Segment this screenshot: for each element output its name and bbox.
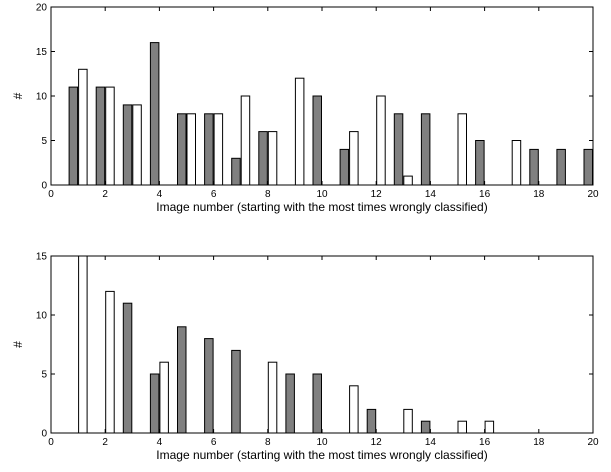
ticks-top: 0 2 4 6 8 10 12 14 16 18 20 0 5 10 15 20 (36, 3, 599, 201)
bar-shaded-2 (95, 86, 106, 186)
bar-shaded-12 (366, 408, 377, 434)
bar-open-17 (511, 140, 522, 186)
bar-shaded-3 (122, 104, 133, 186)
bar-open-7 (240, 95, 251, 186)
bar-shaded-6 (204, 113, 214, 186)
x-tick-label: 6 (211, 189, 217, 200)
x-tick-label: 4 (157, 437, 163, 448)
bar-open-5 (186, 113, 196, 186)
bar-open-3 (132, 104, 142, 186)
bar-open-4 (159, 361, 169, 434)
x-tick-label: 8 (265, 189, 271, 200)
bar-open-8 (267, 361, 278, 434)
bars-top (68, 42, 593, 186)
y-tick-label: 15 (36, 47, 48, 58)
bar-shaded-7 (231, 157, 241, 186)
y-tick-label: 5 (41, 136, 47, 147)
bar-open-6 (213, 113, 224, 186)
y-tick-label: 0 (41, 429, 47, 440)
y-tick-label: 20 (36, 3, 48, 14)
bar-shaded-8 (258, 131, 268, 186)
bar-open-12 (376, 95, 386, 186)
y-tick-label: 15 (36, 252, 48, 263)
bar-shaded-6 (204, 338, 214, 434)
x-tick-label: 20 (587, 437, 599, 448)
bar-shaded-1 (68, 86, 79, 186)
bar-open-2 (105, 86, 115, 186)
y-axis-label-bottom: # (11, 341, 25, 348)
ticks-bottom: 0 2 4 6 8 10 12 14 16 18 20 0 5 10 15 (36, 252, 599, 449)
y-tick-label: 0 (41, 181, 47, 192)
bar-open-1 (78, 255, 88, 434)
x-tick-label: 16 (479, 189, 491, 200)
bar-shaded-14 (420, 113, 431, 186)
x-tick-label: 2 (102, 189, 108, 200)
bar-open-2 (105, 290, 115, 434)
bar-shaded-11 (339, 148, 350, 186)
x-tick-label: 0 (48, 189, 54, 200)
x-tick-label: 6 (211, 437, 217, 448)
bar-open-11 (349, 131, 359, 186)
bar-open-13 (403, 175, 413, 186)
x-tick-label: 8 (265, 437, 271, 448)
bar-open-15 (457, 420, 467, 434)
chart-top: 0 2 4 6 8 10 12 14 16 18 20 0 5 10 15 20 Image number (… (11, 3, 599, 215)
x-tick-label: 4 (157, 189, 163, 200)
x-tick-label: 18 (533, 189, 545, 200)
chart-bottom: 0 2 4 6 8 10 12 14 16 18 20 0 5 10 15 Image number (st… (11, 252, 599, 463)
bar-open-9 (294, 77, 305, 186)
bar-shaded-3 (122, 302, 133, 434)
bar-shaded-10 (312, 95, 322, 186)
y-axis-label-top: # (11, 92, 25, 99)
y-tick-label: 5 (41, 370, 47, 381)
x-axis-label-top: Image number (starting with the most tim… (156, 200, 487, 214)
x-tick-label: 10 (316, 437, 328, 448)
bar-open-11 (349, 385, 359, 434)
bar-shaded-9 (285, 373, 295, 434)
bar-shaded-4 (149, 42, 160, 186)
bar-shaded-16 (475, 140, 485, 186)
bar-shaded-19 (556, 148, 566, 186)
y-tick-label: 10 (36, 92, 48, 103)
bar-shaded-20 (583, 148, 593, 186)
bar-open-1 (78, 68, 88, 186)
x-tick-label: 0 (48, 437, 54, 448)
x-tick-label: 18 (533, 437, 545, 448)
x-tick-label: 12 (371, 189, 383, 200)
x-tick-label: 20 (587, 189, 599, 200)
bar-shaded-13 (393, 113, 404, 186)
bar-shaded-5 (177, 113, 187, 186)
x-tick-label: 14 (425, 437, 437, 448)
y-tick-label: 10 (36, 311, 48, 322)
bar-shaded-18 (529, 148, 539, 186)
bar-shaded-4 (149, 373, 160, 434)
x-tick-label: 12 (371, 437, 383, 448)
bar-open-8 (267, 131, 278, 186)
bar-shaded-7 (231, 349, 241, 434)
x-tick-label: 10 (316, 189, 328, 200)
bar-shaded-14 (420, 420, 431, 434)
x-axis-label-bottom: Image number (starting with the most tim… (156, 448, 487, 462)
bars-bottom (78, 255, 495, 434)
bar-shaded-10 (312, 373, 322, 434)
bar-open-13 (403, 408, 413, 434)
bar-shaded-5 (177, 326, 187, 434)
x-tick-label: 2 (102, 437, 108, 448)
x-tick-label: 16 (479, 437, 491, 448)
bar-open-16 (484, 420, 495, 434)
x-tick-label: 14 (425, 189, 437, 200)
bar-open-15 (457, 113, 467, 186)
